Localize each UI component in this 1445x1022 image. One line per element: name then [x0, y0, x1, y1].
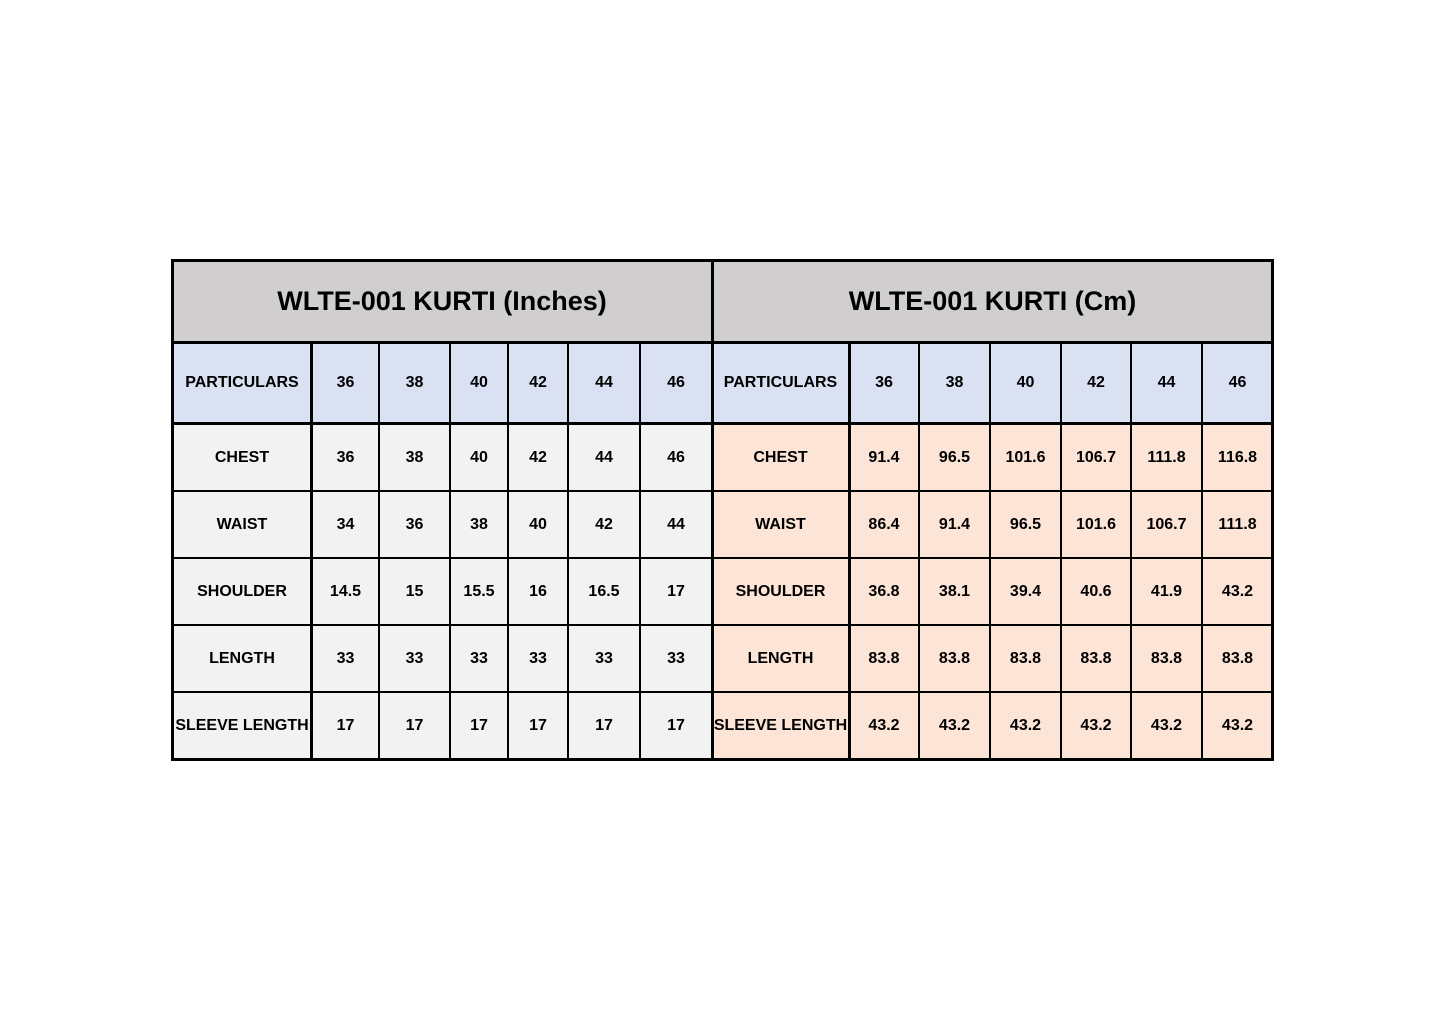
border: [171, 758, 1274, 761]
header-cell: 46: [1202, 342, 1273, 424]
value-cell: 42: [568, 491, 640, 558]
value-cell: 17: [640, 692, 712, 760]
value-cell: 83.8: [1202, 625, 1273, 692]
value-cell: 17: [312, 692, 379, 760]
row-label: WAIST: [712, 491, 849, 558]
value-cell: 111.8: [1202, 491, 1273, 558]
value-cell: 83.8: [849, 625, 919, 692]
row-label: SLEEVE LENGTH: [712, 692, 849, 760]
value-cell: 17: [379, 692, 450, 760]
value-cell: 17: [640, 558, 712, 625]
row-label: SHOULDER: [172, 558, 312, 625]
row-label: LENGTH: [712, 625, 849, 692]
value-cell: 14.5: [312, 558, 379, 625]
header-cell: 38: [379, 342, 450, 424]
table-title: WLTE-001 KURTI (Cm): [712, 260, 1273, 342]
value-cell: 33: [568, 625, 640, 692]
value-cell: 83.8: [990, 625, 1061, 692]
border: [171, 422, 1274, 425]
row-label: CHEST: [172, 424, 312, 491]
border: [171, 259, 174, 761]
value-cell: 44: [568, 424, 640, 491]
header-cell: 42: [508, 342, 568, 424]
border: [848, 341, 851, 761]
header-cell: 44: [568, 342, 640, 424]
row-label: CHEST: [712, 424, 849, 491]
value-cell: 91.4: [919, 491, 990, 558]
value-cell: 17: [450, 692, 508, 760]
value-cell: 16: [508, 558, 568, 625]
border: [310, 341, 313, 761]
value-cell: 43.2: [1202, 558, 1273, 625]
value-cell: 111.8: [1131, 424, 1202, 491]
row-label: WAIST: [172, 491, 312, 558]
value-cell: 34: [312, 491, 379, 558]
header-cell: 40: [450, 342, 508, 424]
value-cell: 17: [568, 692, 640, 760]
value-cell: 15.5: [450, 558, 508, 625]
value-cell: 33: [508, 625, 568, 692]
row-label: SLEEVE LENGTH: [172, 692, 312, 760]
value-cell: 36.8: [849, 558, 919, 625]
value-cell: 106.7: [1061, 424, 1131, 491]
value-cell: 16.5: [568, 558, 640, 625]
value-cell: 43.2: [919, 692, 990, 760]
value-cell: 40.6: [1061, 558, 1131, 625]
value-cell: 43.2: [1131, 692, 1202, 760]
value-cell: 38.1: [919, 558, 990, 625]
value-cell: 83.8: [1131, 625, 1202, 692]
value-cell: 96.5: [919, 424, 990, 491]
row-label: SHOULDER: [712, 558, 849, 625]
value-cell: 33: [379, 625, 450, 692]
row-label: LENGTH: [172, 625, 312, 692]
value-cell: 83.8: [919, 625, 990, 692]
header-cell: PARTICULARS: [712, 342, 849, 424]
header-cell: 40: [990, 342, 1061, 424]
header-cell: 36: [312, 342, 379, 424]
value-cell: 91.4: [849, 424, 919, 491]
border: [711, 259, 714, 761]
value-cell: 83.8: [1061, 625, 1131, 692]
value-cell: 33: [640, 625, 712, 692]
value-cell: 33: [312, 625, 379, 692]
value-cell: 101.6: [1061, 491, 1131, 558]
border: [1271, 259, 1274, 761]
value-cell: 43.2: [1202, 692, 1273, 760]
value-cell: 36: [312, 424, 379, 491]
value-cell: 40: [450, 424, 508, 491]
value-cell: 106.7: [1131, 491, 1202, 558]
value-cell: 33: [450, 625, 508, 692]
header-cell: 46: [640, 342, 712, 424]
value-cell: 38: [379, 424, 450, 491]
border: [171, 341, 1274, 344]
value-cell: 101.6: [990, 424, 1061, 491]
header-cell: 38: [919, 342, 990, 424]
value-cell: 43.2: [1061, 692, 1131, 760]
value-cell: 39.4: [990, 558, 1061, 625]
value-cell: 46: [640, 424, 712, 491]
value-cell: 41.9: [1131, 558, 1202, 625]
value-cell: 96.5: [990, 491, 1061, 558]
value-cell: 43.2: [990, 692, 1061, 760]
header-cell: 44: [1131, 342, 1202, 424]
value-cell: 43.2: [849, 692, 919, 760]
header-cell: 42: [1061, 342, 1131, 424]
table-title: WLTE-001 KURTI (Inches): [172, 260, 712, 342]
value-cell: 42: [508, 424, 568, 491]
header-cell: PARTICULARS: [172, 342, 312, 424]
value-cell: 15: [379, 558, 450, 625]
value-cell: 40: [508, 491, 568, 558]
header-cell: 36: [849, 342, 919, 424]
border: [171, 259, 1274, 262]
value-cell: 86.4: [849, 491, 919, 558]
value-cell: 36: [379, 491, 450, 558]
value-cell: 116.8: [1202, 424, 1273, 491]
value-cell: 17: [508, 692, 568, 760]
value-cell: 38: [450, 491, 508, 558]
value-cell: 44: [640, 491, 712, 558]
